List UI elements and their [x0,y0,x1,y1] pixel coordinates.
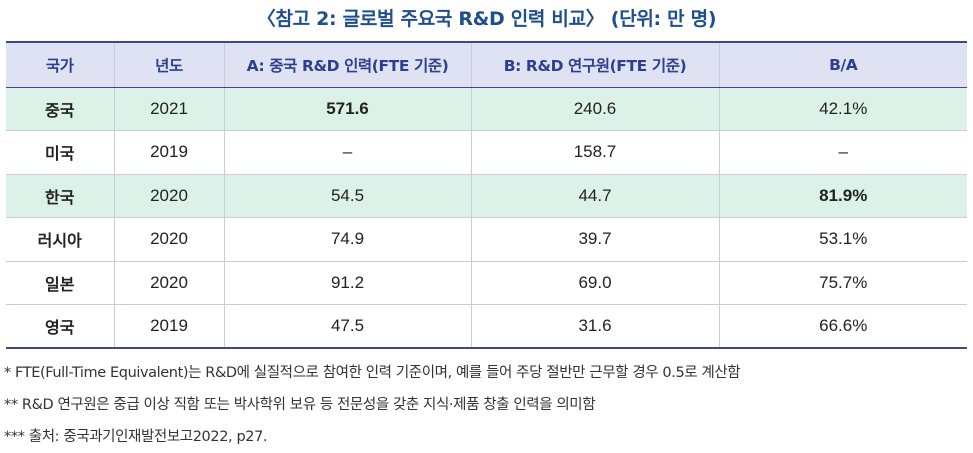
cell-a: 47.5 [224,304,472,349]
table-row: 중국 2021 571.6 240.6 42.1% [6,87,967,131]
cell-country: 중국 [6,87,115,131]
cell-ratio: 81.9% [719,174,967,218]
table-row: 러시아 2020 74.9 39.7 53.1% [6,217,967,262]
header-year: 년도 [114,41,225,88]
table-row: 한국 2020 54.5 44.7 81.9% [6,174,967,218]
cell-country: 한국 [6,174,115,218]
header-row: 국가 년도 A: 중국 R&D 인력(FTE 기준) B: R&D 연구원(FT… [6,41,967,88]
cell-b: 158.7 [471,130,720,175]
cell-year: 2020 [114,217,225,262]
cell-ratio: 42.1% [719,87,967,131]
table-row: 일본 2020 91.2 69.0 75.7% [6,261,967,305]
cell-year: 2020 [114,261,225,305]
cell-a: – [224,130,472,175]
cell-country: 영국 [6,304,115,349]
cell-year: 2020 [114,174,225,218]
cell-b: 69.0 [471,261,720,305]
cell-ratio: 53.1% [719,217,967,262]
cell-b: 44.7 [471,174,720,218]
cell-ratio: 66.6% [719,304,967,349]
cell-a: 54.5 [224,174,472,218]
header-a: A: 중국 R&D 인력(FTE 기준) [224,41,472,88]
cell-ratio: 75.7% [719,261,967,305]
cell-year: 2019 [114,130,225,175]
header-b: B: R&D 연구원(FTE 기준) [471,41,720,88]
header-ratio: B/A [719,41,967,88]
cell-country: 미국 [6,130,115,175]
table-title: 〈참고 2: 글로벌 주요국 R&D 인력 비교〉 (단위: 만 명) [256,8,717,30]
cell-a: 571.6 [224,87,472,131]
footnote-source: *** 출처: 중국과기인재발전보고2022, p27. [4,429,268,445]
header-country: 국가 [6,41,115,88]
cell-a: 91.2 [224,261,472,305]
footnotes: * FTE(Full-Time Equivalent)는 R&D에 실질적으로 … [4,357,969,453]
cell-b: 240.6 [471,87,720,131]
cell-ratio: – [719,130,967,175]
cell-a: 74.9 [224,217,472,262]
cell-b: 31.6 [471,304,720,349]
table-row: 미국 2019 – 158.7 – [6,130,967,175]
cell-year: 2021 [114,87,225,131]
table-row: 영국 2019 47.5 31.6 66.6% [6,304,967,349]
rd-workforce-table: 국가 년도 A: 중국 R&D 인력(FTE 기준) B: R&D 연구원(FT… [6,41,967,349]
cell-country: 일본 [6,261,115,305]
cell-b: 39.7 [471,217,720,262]
footnote-fte: * FTE(Full-Time Equivalent)는 R&D에 실질적으로 … [4,365,741,381]
cell-year: 2019 [114,304,225,349]
footnote-researcher: ** R&D 연구원은 중급 이상 직함 또는 박사학위 보유 등 전문성을 갖… [4,397,596,413]
cell-country: 러시아 [6,217,115,262]
